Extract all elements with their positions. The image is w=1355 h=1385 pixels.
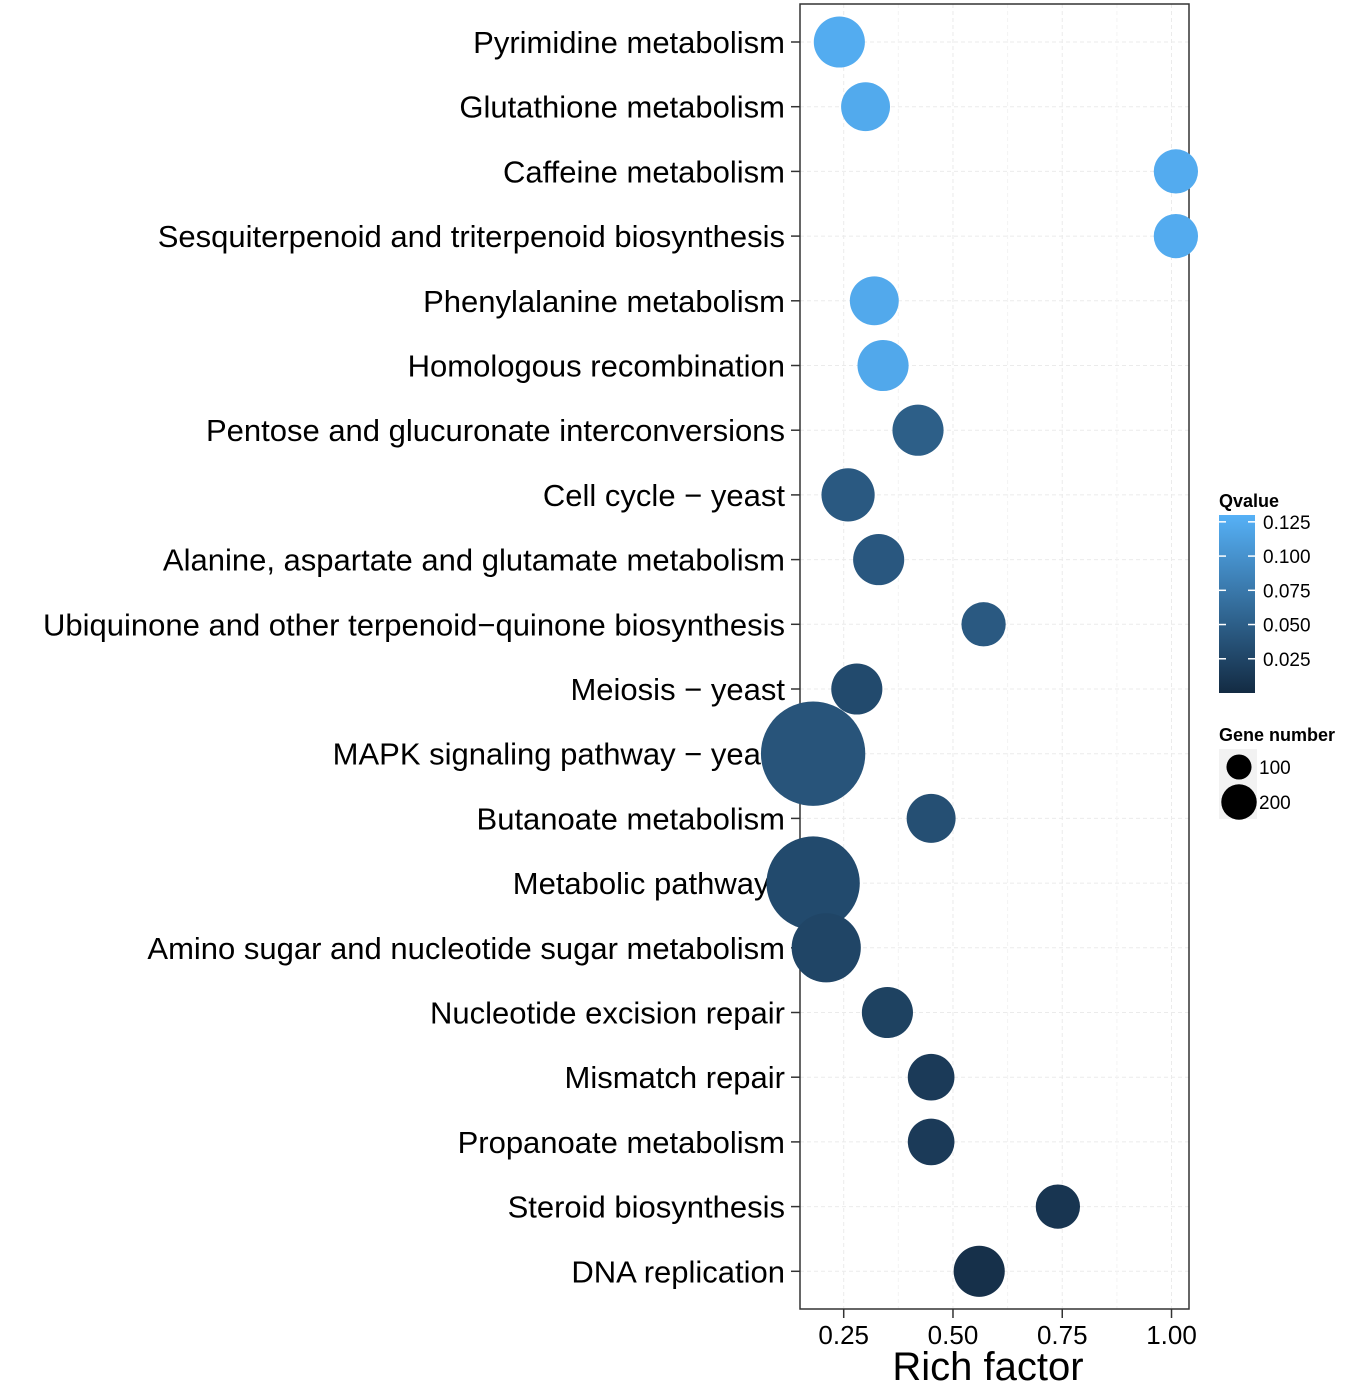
data-points [760, 16, 1199, 1297]
grid-lines [800, 4, 1189, 1309]
x-tick-label: 0.25 [818, 1320, 869, 1350]
category-label: Pyrimidine metabolism [473, 25, 785, 60]
category-label: Alanine, aspartate and glutamate metabol… [163, 543, 785, 578]
category-label: Cell cycle − yeast [543, 478, 785, 513]
gene-number-key-circle [1221, 784, 1257, 820]
gene-number-key-circle [1226, 754, 1252, 780]
plot-panel-border [799, 3, 1190, 1310]
data-point [813, 16, 865, 68]
data-point [907, 1118, 955, 1166]
qvalue-tick-label: 0.050 [1263, 616, 1311, 637]
gene-number-legend: Gene number 100 200 [1219, 725, 1335, 820]
category-label: Propanoate metabolism [458, 1125, 785, 1160]
data-point [892, 404, 944, 456]
x-axis-title: Rich factor [892, 1345, 1083, 1385]
qvalue-tick-label: 0.025 [1263, 650, 1311, 671]
category-labels: Pyrimidine metabolism Glutathione metabol… [43, 25, 800, 1289]
category-label: Mismatch repair [565, 1060, 786, 1095]
category-label: Amino sugar and nucleotide sugar metabol… [147, 931, 785, 966]
qvalue-tick-label: 0.125 [1263, 513, 1311, 534]
data-point [821, 468, 875, 522]
category-label: Meiosis − yeast [570, 672, 785, 707]
data-point [906, 793, 956, 843]
data-point [961, 602, 1006, 647]
category-label: DNA replication [571, 1254, 785, 1289]
category-label: Phenylalanine metabolism [423, 284, 785, 319]
data-point [853, 534, 905, 586]
gene-number-key-label: 200 [1259, 793, 1291, 814]
qvalue-tick-label: 0.100 [1263, 547, 1311, 568]
data-point [1153, 149, 1199, 194]
x-tick-label: 0.50 [928, 1320, 979, 1350]
data-point [861, 986, 913, 1039]
qvalue-colorbar [1219, 515, 1255, 693]
category-label: Glutathione metabolism [459, 90, 785, 125]
data-point [766, 836, 860, 930]
data-point [953, 1245, 1005, 1297]
category-label: Sesquiterpenoid and triterpenoid biosynt… [158, 219, 785, 254]
category-label: Nucleotide excision repair [430, 996, 785, 1031]
data-point [1035, 1184, 1081, 1229]
data-point [857, 339, 909, 392]
category-label: Metabolic pathways [513, 866, 785, 901]
data-point [791, 913, 861, 983]
category-label: Steroid biosynthesis [508, 1190, 785, 1225]
category-label: Ubiquinone and other terpenoid−quinone b… [43, 607, 785, 642]
qvalue-legend: Qvalue 0.125 0.100 0.075 0.050 0.025 [1219, 491, 1311, 693]
gene-number-key-label: 100 [1259, 758, 1291, 779]
category-label: Butanoate metabolism [477, 801, 785, 836]
x-tick-label: 0.75 [1037, 1320, 1088, 1350]
category-label: Caffeine metabolism [503, 154, 785, 189]
data-point [849, 276, 899, 326]
category-label: MAPK signaling pathway − yeast [333, 737, 786, 772]
data-point [841, 82, 891, 132]
qvalue-tick-label: 0.075 [1263, 581, 1311, 602]
category-label: Pentose and glucuronate interconversions [206, 413, 785, 448]
data-point [907, 1053, 955, 1101]
data-point [760, 701, 866, 806]
x-axis-ticks: 0.25 0.50 0.75 1.00 [818, 1309, 1197, 1350]
qvalue-legend-title: Qvalue [1219, 491, 1279, 511]
gene-number-legend-title: Gene number [1219, 725, 1335, 745]
data-point [1153, 213, 1199, 259]
x-tick-label: 1.00 [1146, 1320, 1197, 1350]
category-label: Homologous recombination [408, 349, 785, 384]
data-point [831, 663, 883, 715]
